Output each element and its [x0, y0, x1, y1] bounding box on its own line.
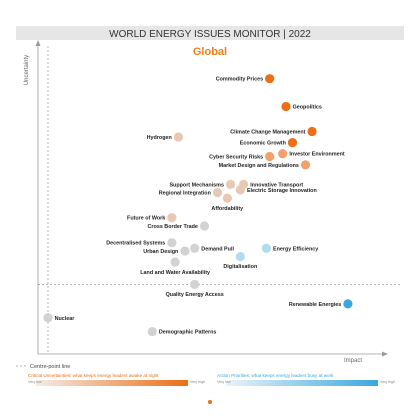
point-cross-border-trade [199, 221, 210, 231]
point-economic-growth [287, 138, 298, 148]
label-future-of-work: Future of Work [127, 216, 165, 222]
point-climate-change-management [307, 126, 317, 137]
legend-action-text: Action Priorities: what keeps energy lea… [217, 373, 334, 378]
legend-centre-point-label: Centre-point line [30, 364, 70, 370]
label-cross-border-trade: Cross Border Trade [148, 224, 198, 230]
point-market-design-and-regulations [300, 160, 311, 170]
label-digitalisation: Digitalisation [223, 264, 257, 270]
legend-critical-low: Very low [28, 380, 42, 384]
chart-title: WORLD ENERGY ISSUES MONITOR | 2022 [109, 29, 311, 40]
point-demographic-patterns [147, 327, 157, 337]
label-hydrogen: Hydrogen [147, 135, 172, 141]
label-energy-efficiency: Energy Efficiency [273, 246, 318, 252]
point-urban-design [180, 246, 190, 256]
legend-critical-text: Critical Uncertainties: what keeps energ… [28, 373, 159, 378]
point-quality-energy-access [190, 279, 200, 289]
data-points: Commodity Prices Geopolitics Climate Chang… [43, 74, 353, 337]
label-innovative-transport: Innovative Transport [250, 182, 303, 188]
label-decentralised-systems: Decentralised Systems [106, 241, 165, 247]
footer-mark-icon [208, 400, 212, 404]
point-decentralised-systems [167, 238, 177, 248]
point-hydrogen [173, 132, 183, 142]
point-digitalisation [235, 252, 245, 262]
label-economic-growth: Economic Growth [240, 141, 286, 147]
label-demographic-patterns: Demographic Patterns [159, 330, 217, 336]
point-electric-storage-innovation [235, 185, 245, 195]
label-cyber-security-risks: Cyber Security Risks [209, 155, 263, 161]
point-support-mechanisms [225, 179, 236, 189]
legend-action-low: Very low [217, 380, 231, 384]
x-axis-arrow-icon [382, 351, 388, 357]
label-renewable-energies: Renewable Energies [289, 302, 341, 308]
label-geopolitics: Geopolitics [293, 104, 322, 110]
legend-critical-high: Very high [190, 380, 205, 384]
label-climate-change-management: Climate Change Management [230, 130, 305, 136]
label-investor-environment: Investor Environment [289, 152, 345, 158]
point-land-and-water-availability [170, 257, 180, 267]
title-bar [16, 26, 404, 40]
point-nuclear [43, 313, 53, 323]
label-commodity-prices: Commodity Prices [216, 77, 263, 83]
point-cyber-security-risks [265, 151, 275, 162]
label-electric-storage-innovation: Electric Storage Innovation [247, 188, 317, 194]
label-demand-pull: Demand Pull [201, 246, 234, 252]
point-renewable-energies [343, 299, 353, 309]
label-support-mechanisms: Support Mechanisms [169, 182, 224, 188]
point-geopolitics [281, 101, 291, 112]
legend-action-gradient [226, 380, 378, 386]
x-axis-label: Impact [344, 358, 362, 364]
label-quality-energy-access: Quality Energy Access [166, 292, 224, 298]
label-affordability: Affordability [211, 206, 243, 212]
label-regional-integration: Regional Integration [159, 191, 211, 197]
label-nuclear: Nuclear [55, 316, 76, 322]
point-demand-pull [190, 243, 200, 253]
point-future-of-work [167, 213, 177, 223]
y-axis-arrow-icon [35, 40, 41, 46]
point-regional-integration [212, 188, 223, 198]
chart-subtitle: Global [193, 46, 227, 58]
y-axis-label: Uncertainty [24, 55, 30, 85]
point-energy-efficiency [261, 243, 272, 253]
label-urban-design: Urban Design [143, 249, 178, 255]
legend-action-high: Very high [380, 380, 395, 384]
point-affordability [222, 193, 232, 203]
point-commodity-prices [265, 74, 275, 84]
legend-critical-gradient [36, 380, 188, 386]
label-land-and-water-availability: Land and Water Availability [140, 270, 210, 276]
point-investor-environment [278, 149, 288, 159]
label-market-design-and-regulations: Market Design and Regulations [219, 163, 299, 169]
